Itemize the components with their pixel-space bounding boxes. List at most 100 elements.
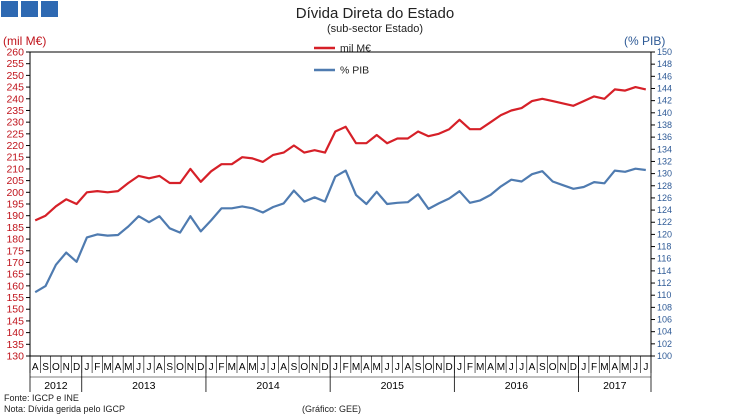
- month-label: M: [103, 362, 111, 373]
- month-label: J: [136, 362, 141, 373]
- year-label: 2016: [505, 380, 529, 392]
- month-label: A: [280, 362, 287, 373]
- right-tick-label: 128: [657, 181, 672, 191]
- right-tick-label: 144: [657, 83, 672, 93]
- month-label: A: [487, 362, 494, 373]
- right-tick-label: 124: [657, 205, 672, 215]
- right-tick-label: 126: [657, 193, 672, 203]
- left-tick-label: 200: [6, 187, 24, 199]
- month-label: M: [373, 362, 381, 373]
- left-tick-label: 140: [6, 327, 24, 339]
- month-label: N: [311, 362, 318, 373]
- month-label: N: [559, 362, 566, 373]
- brand-square-1: [1, 1, 18, 17]
- month-label: A: [611, 362, 618, 373]
- month-label: A: [156, 362, 163, 373]
- year-label: 2012: [44, 380, 68, 392]
- month-label: M: [248, 362, 256, 373]
- month-label: A: [239, 362, 246, 373]
- month-label: M: [352, 362, 360, 373]
- month-label: N: [187, 362, 194, 373]
- month-label: J: [333, 362, 338, 373]
- right-axis-title: (% PIB): [624, 34, 666, 48]
- brand-square-3: [41, 1, 58, 17]
- left-tick-label: 210: [6, 163, 24, 175]
- left-tick-label: 160: [6, 280, 24, 292]
- month-label: O: [52, 362, 60, 373]
- month-label: A: [529, 362, 536, 373]
- month-label: O: [300, 362, 308, 373]
- left-tick-label: 180: [6, 234, 24, 246]
- footnote: Nota: Dívida gerida pelo IGCP: [4, 404, 126, 414]
- month-label: A: [363, 362, 370, 373]
- month-label: M: [600, 362, 608, 373]
- month-label: S: [42, 362, 49, 373]
- month-label: D: [197, 362, 204, 373]
- month-label: D: [570, 362, 577, 373]
- month-label: F: [343, 362, 349, 373]
- month-label: F: [467, 362, 473, 373]
- left-tick-label: 135: [6, 339, 24, 351]
- right-tick-label: 140: [657, 108, 672, 118]
- left-tick-label: 255: [6, 58, 24, 70]
- month-label: J: [643, 362, 648, 373]
- left-tick-label: 165: [6, 269, 24, 281]
- series-line-1: [34, 85, 647, 222]
- right-tick-label: 142: [657, 96, 672, 106]
- year-label: 2013: [132, 380, 156, 392]
- month-label: J: [581, 362, 586, 373]
- month-label: O: [549, 362, 557, 373]
- year-label: 2017: [603, 380, 627, 392]
- month-label: J: [260, 362, 265, 373]
- month-label: N: [435, 362, 442, 373]
- month-label: A: [115, 362, 122, 373]
- left-tick-label: 195: [6, 199, 24, 211]
- right-tick-label: 132: [657, 156, 672, 166]
- left-tick-label: 225: [6, 128, 24, 140]
- right-tick-label: 122: [657, 217, 672, 227]
- right-tick-label: 138: [657, 120, 672, 130]
- left-tick-label: 150: [6, 304, 24, 316]
- month-label: A: [32, 362, 39, 373]
- month-label: S: [166, 362, 173, 373]
- month-label: J: [519, 362, 524, 373]
- month-label: F: [591, 362, 597, 373]
- right-tick-label: 118: [657, 242, 671, 252]
- brand-square-2: [21, 1, 38, 17]
- left-tick-label: 185: [6, 222, 24, 234]
- left-tick-label: 240: [6, 93, 24, 105]
- month-label: J: [395, 362, 400, 373]
- left-tick-label: 190: [6, 210, 24, 222]
- left-tick-label: 170: [6, 257, 24, 269]
- month-label: O: [176, 362, 184, 373]
- month-label: S: [539, 362, 546, 373]
- month-label: O: [425, 362, 433, 373]
- left-tick-label: 215: [6, 152, 24, 164]
- legend-label-2: % PIB: [340, 65, 369, 77]
- source-note: Fonte: IGCP e INE: [4, 393, 79, 403]
- plot-area: [29, 51, 652, 357]
- left-tick-label: 130: [6, 351, 24, 363]
- right-tick-label: 100: [657, 351, 672, 361]
- series-line-2: [34, 167, 646, 294]
- right-tick-label: 110: [657, 290, 671, 300]
- right-tick-label: 130: [657, 169, 672, 179]
- right-tick-label: 134: [657, 144, 672, 154]
- left-tick-label: 235: [6, 105, 24, 117]
- left-tick-label: 220: [6, 140, 24, 152]
- chart-credit: (Gráfico: GEE): [302, 404, 362, 414]
- chart-subtitle: (sub-sector Estado): [327, 23, 423, 35]
- left-tick-label: 260: [6, 47, 24, 59]
- month-label: J: [209, 362, 214, 373]
- right-tick-label: 102: [657, 339, 672, 349]
- right-tick-label: 114: [657, 266, 671, 276]
- right-tick-label: 150: [657, 47, 672, 57]
- year-label: 2014: [256, 380, 280, 392]
- year-label: 2015: [381, 380, 405, 392]
- left-axis-title: (mil M€): [3, 34, 47, 48]
- right-tick-label: 108: [657, 302, 672, 312]
- month-label: M: [621, 362, 629, 373]
- month-label: J: [385, 362, 390, 373]
